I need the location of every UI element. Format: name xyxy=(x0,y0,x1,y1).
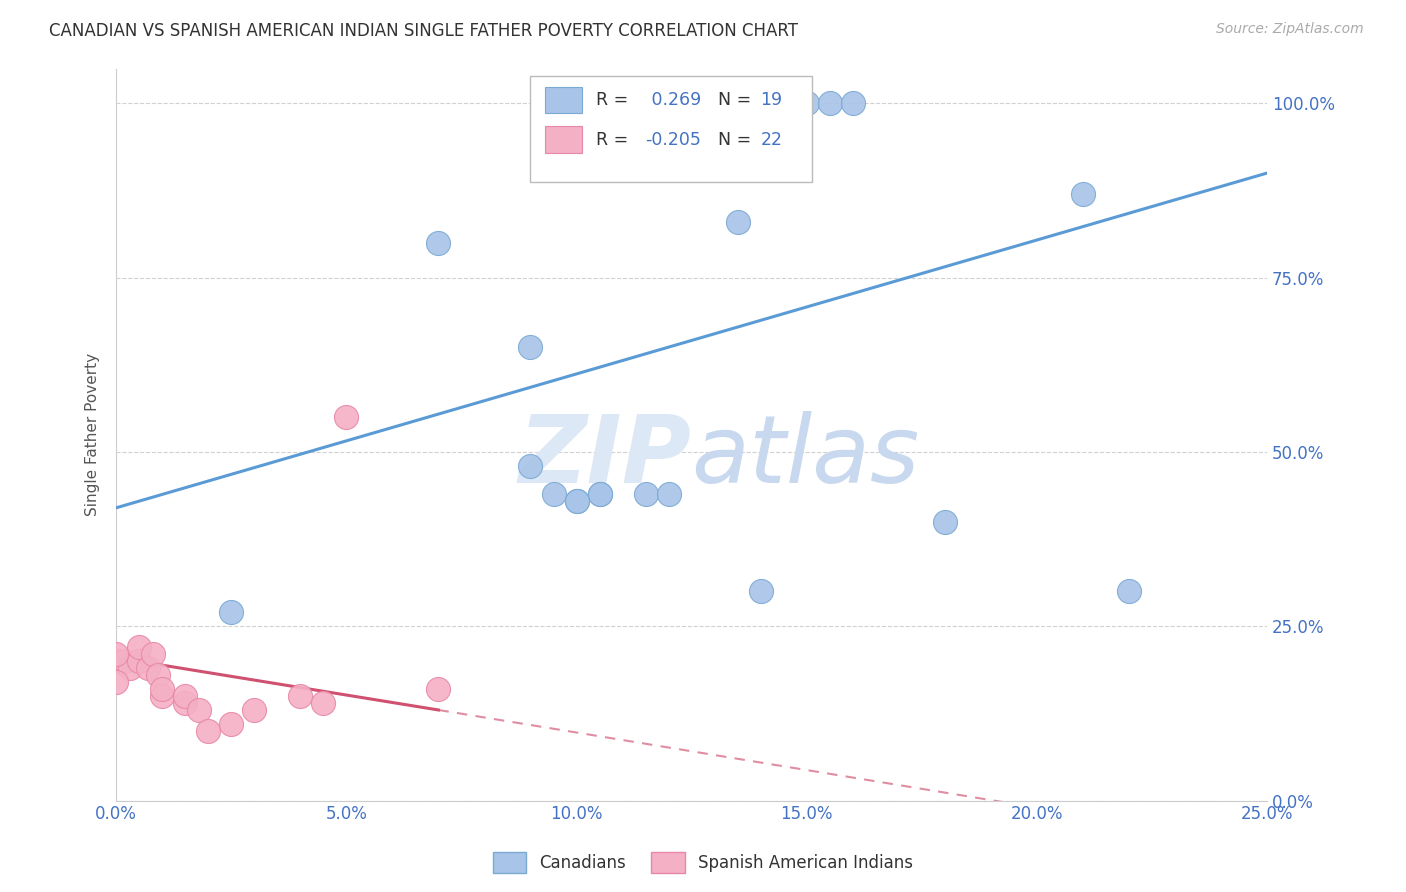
Point xyxy=(243,703,266,717)
Point xyxy=(138,661,160,675)
Point xyxy=(150,681,173,696)
Text: 0.269: 0.269 xyxy=(645,91,700,109)
Point xyxy=(312,696,335,710)
Point xyxy=(105,647,128,661)
Point xyxy=(519,340,541,354)
Point xyxy=(120,661,142,675)
Point xyxy=(818,96,841,111)
Text: atlas: atlas xyxy=(692,411,920,502)
Point xyxy=(105,654,128,668)
Point xyxy=(1118,584,1140,599)
Point xyxy=(658,487,681,501)
Point xyxy=(543,487,565,501)
Point xyxy=(128,654,150,668)
Point xyxy=(146,668,169,682)
Point xyxy=(588,487,610,501)
Text: CANADIAN VS SPANISH AMERICAN INDIAN SINGLE FATHER POVERTY CORRELATION CHART: CANADIAN VS SPANISH AMERICAN INDIAN SING… xyxy=(49,22,799,40)
Point xyxy=(335,410,357,425)
FancyBboxPatch shape xyxy=(530,76,813,182)
Point xyxy=(1071,187,1094,202)
Point xyxy=(565,493,588,508)
Text: ZIP: ZIP xyxy=(519,410,692,502)
Bar xyxy=(546,127,582,153)
Point xyxy=(634,487,657,501)
Point xyxy=(519,458,541,473)
Point xyxy=(796,96,818,111)
Point xyxy=(749,584,772,599)
Text: -0.205: -0.205 xyxy=(645,130,702,149)
Point xyxy=(150,689,173,703)
Point xyxy=(221,717,243,731)
Point xyxy=(727,215,749,229)
Point xyxy=(142,647,165,661)
Text: R =: R = xyxy=(596,91,634,109)
Text: R =: R = xyxy=(596,130,634,149)
Point xyxy=(588,487,610,501)
Point xyxy=(290,689,312,703)
Point xyxy=(197,723,219,738)
Point xyxy=(188,703,211,717)
Legend: Canadians, Spanish American Indians: Canadians, Spanish American Indians xyxy=(486,846,920,880)
Text: N =: N = xyxy=(707,91,756,109)
Point xyxy=(427,681,450,696)
Point xyxy=(174,689,197,703)
Point xyxy=(934,515,956,529)
Point xyxy=(174,696,197,710)
Text: N =: N = xyxy=(707,130,756,149)
Text: 19: 19 xyxy=(761,91,783,109)
Point xyxy=(105,675,128,690)
Point xyxy=(427,235,450,250)
Bar xyxy=(546,87,582,113)
Text: Source: ZipAtlas.com: Source: ZipAtlas.com xyxy=(1216,22,1364,37)
Point xyxy=(128,640,150,655)
Point xyxy=(221,606,243,620)
Point xyxy=(841,96,863,111)
Y-axis label: Single Father Poverty: Single Father Poverty xyxy=(86,353,100,516)
Point xyxy=(565,493,588,508)
Point xyxy=(114,654,136,668)
Text: 22: 22 xyxy=(761,130,783,149)
